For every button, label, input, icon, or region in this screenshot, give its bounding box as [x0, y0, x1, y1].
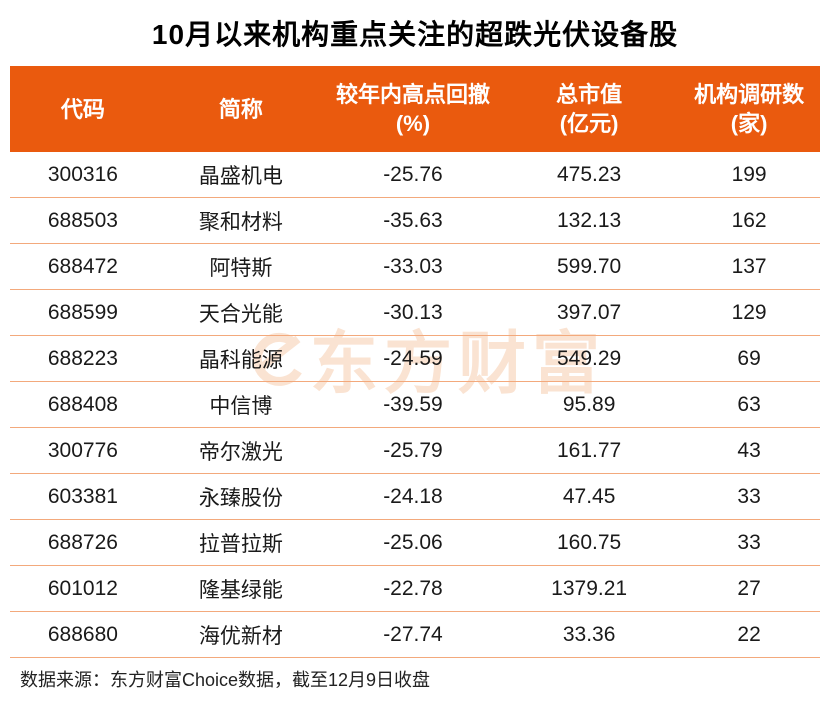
table-header-row: 代码 简称 较年内高点回撤 (%) 总市值 (亿元) 机构调研数 (家)	[10, 66, 820, 152]
stocks-table: 代码 简称 较年内高点回撤 (%) 总市值 (亿元) 机构调研数 (家) 300…	[10, 66, 820, 658]
stock-drawdown: -27.74	[383, 622, 443, 646]
stock-research-count: 33	[737, 484, 761, 508]
table-row: 300316 晶盛机电 -25.76 475.23 199	[10, 152, 820, 198]
stock-market-cap: 397.07	[557, 300, 622, 324]
stock-code: 688726	[47, 530, 118, 554]
stock-code: 688599	[47, 300, 118, 324]
table-row: 688599 天合光能 -30.13 397.07 129	[10, 290, 820, 336]
stock-drawdown: -25.79	[383, 438, 443, 462]
header-code: 代码	[10, 95, 156, 124]
header-code-label: 代码	[60, 96, 105, 122]
stock-code: 300776	[47, 438, 118, 462]
stock-name: 晶科能源	[198, 348, 283, 372]
table-row: 688223 晶科能源 -24.59 549.29 69	[10, 336, 820, 382]
header-drawdown: 较年内高点回撤 (%)	[326, 80, 500, 138]
stock-name: 隆基绿能	[198, 578, 283, 602]
header-name-label: 简称	[218, 96, 263, 122]
stock-research-count: 43	[737, 438, 761, 462]
eastmoney-logo-icon	[252, 331, 304, 398]
table-row: 688503 聚和材料 -35.63 132.13 162	[10, 198, 820, 244]
stock-name: 天合光能	[198, 302, 283, 326]
stock-research-count: 199	[731, 162, 767, 186]
stock-market-cap: 1379.21	[551, 576, 628, 600]
stock-drawdown: -35.63	[383, 208, 443, 232]
stock-code: 601012	[47, 576, 118, 600]
stock-name: 晶盛机电	[198, 164, 283, 188]
stock-name: 阿特斯	[209, 256, 273, 280]
stock-code: 688408	[47, 392, 118, 416]
header-market-cap: 总市值 (亿元)	[500, 80, 678, 138]
stock-drawdown: -39.59	[383, 392, 443, 416]
header-name: 简称	[156, 95, 326, 124]
stock-name: 永臻股份	[198, 486, 283, 510]
stock-code: 688680	[47, 622, 118, 646]
stock-research-count: 162	[731, 208, 767, 232]
stock-research-count: 69	[737, 346, 761, 370]
stock-drawdown: -30.13	[383, 300, 443, 324]
table-row: 688408 中信博 -39.59 95.89 63	[10, 382, 820, 428]
stock-name: 拉普拉斯	[198, 532, 283, 556]
header-research-count: 机构调研数 (家)	[678, 80, 820, 138]
header-drawdown-unit: (%)	[395, 111, 431, 136]
table-row: 688680 海优新材 -27.74 33.36 22	[10, 612, 820, 658]
stock-research-count: 33	[737, 530, 761, 554]
stock-research-count: 22	[737, 622, 761, 646]
stock-market-cap: 599.70	[557, 254, 622, 278]
stock-drawdown: -25.06	[383, 530, 443, 554]
stock-market-cap: 47.45	[562, 484, 616, 508]
stock-name: 聚和材料	[198, 210, 283, 234]
stock-market-cap: 475.23	[557, 162, 622, 186]
stock-drawdown: -22.78	[383, 576, 443, 600]
table-body: 300316 晶盛机电 -25.76 475.23 199 688503 聚和材…	[10, 152, 820, 658]
stock-drawdown: -24.59	[383, 346, 443, 370]
page-title: 10月以来机构重点关注的超跌光伏设备股	[151, 19, 679, 50]
header-research-count-unit: (家)	[730, 111, 768, 136]
stock-code: 688223	[47, 346, 118, 370]
stock-research-count: 129	[731, 300, 767, 324]
stock-drawdown: -33.03	[383, 254, 443, 278]
stock-market-cap: 95.89	[562, 392, 616, 416]
data-source-note: 数据来源：东方财富Choice数据，截至12月9日收盘	[20, 670, 431, 690]
watermark: 东方财富	[252, 328, 606, 400]
header-drawdown-label: 较年内高点回撤	[335, 82, 490, 107]
stock-code: 688503	[47, 208, 118, 232]
stock-code: 603381	[47, 484, 118, 508]
table-row: 688472 阿特斯 -33.03 599.70 137	[10, 244, 820, 290]
header-research-count-label: 机构调研数	[694, 82, 805, 107]
stock-market-cap: 33.36	[562, 622, 616, 646]
table-row: 688726 拉普拉斯 -25.06 160.75 33	[10, 520, 820, 566]
table-row: 300776 帝尔激光 -25.79 161.77 43	[10, 428, 820, 474]
stock-research-count: 63	[737, 392, 761, 416]
stock-market-cap: 160.75	[557, 530, 622, 554]
stock-market-cap: 161.77	[557, 438, 622, 462]
stock-name: 中信博	[209, 394, 273, 418]
stock-name: 帝尔激光	[198, 440, 283, 464]
stock-market-cap: 132.13	[557, 208, 622, 232]
watermark-text: 东方财富	[310, 326, 607, 402]
stock-name: 海优新材	[198, 624, 283, 648]
stock-research-count: 137	[731, 254, 767, 278]
header-market-cap-label: 总市值	[556, 82, 623, 107]
stock-market-cap: 549.29	[557, 346, 622, 370]
table-row: 601012 隆基绿能 -22.78 1379.21 27	[10, 566, 820, 612]
stock-drawdown: -24.18	[383, 484, 443, 508]
table-row: 603381 永臻股份 -24.18 47.45 33	[10, 474, 820, 520]
header-market-cap-unit: (亿元)	[559, 111, 619, 136]
stock-drawdown: -25.76	[383, 162, 443, 186]
stock-code: 688472	[47, 254, 118, 278]
stock-code: 300316	[47, 162, 118, 186]
stock-research-count: 27	[737, 576, 761, 600]
